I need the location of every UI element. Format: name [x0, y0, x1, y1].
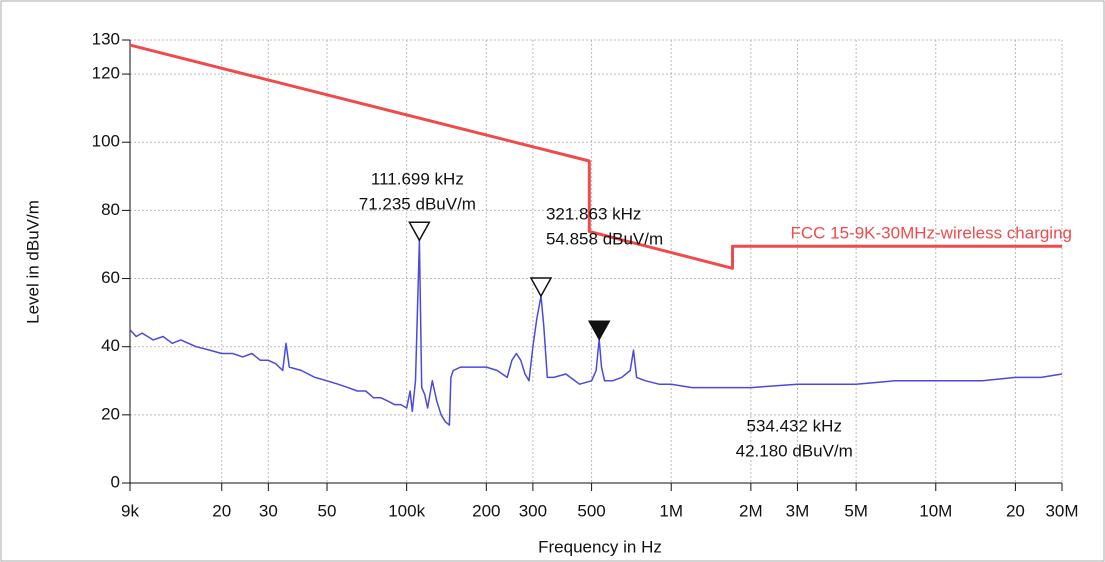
y-tick-label: 100	[92, 132, 120, 151]
marker-label: 54.858 dBuV/m	[546, 230, 663, 249]
series-line	[129, 239, 1063, 426]
x-tick-label: 1M	[659, 501, 683, 520]
x-tick-label: 30	[259, 501, 278, 520]
y-axis-label: Level in dBuV/m	[23, 200, 42, 324]
marker-label: 534.432 kHz	[747, 417, 842, 436]
x-tick-label: 5M	[844, 501, 868, 520]
x-axis-label: Frequency in Hz	[538, 537, 662, 556]
x-tick-label: 2M	[739, 501, 763, 520]
x-tick-label: 50	[318, 501, 337, 520]
x-tick-label: 3M	[786, 501, 810, 520]
x-tick-label: 20	[1006, 501, 1025, 520]
marker-label: 42.180 dBuV/m	[736, 442, 853, 461]
x-tick-label: 30M	[1045, 501, 1078, 520]
y-tick-label: 60	[101, 268, 120, 287]
marker	[408, 221, 431, 242]
x-tick-label: 300	[519, 501, 547, 520]
legend-label: FCC 15-9K-30MHz-wireless charging	[790, 224, 1072, 243]
x-tick-label: 10M	[919, 501, 952, 520]
marker-label: 321.863 kHz	[546, 205, 641, 224]
y-tick-label: 130	[92, 29, 120, 48]
y-tick-label: 120	[92, 64, 120, 83]
y-tick-label: 40	[101, 336, 120, 355]
x-tick-label: 20	[212, 501, 231, 520]
y-tick-label: 0	[111, 472, 120, 491]
y-tick-label: 80	[101, 200, 120, 219]
marker-label: 111.699 kHz	[371, 170, 464, 189]
marker	[587, 320, 611, 341]
x-tick-label: 9k	[121, 501, 139, 520]
x-tick-label: 100k	[388, 501, 425, 520]
y-tick-label: 20	[101, 404, 120, 423]
x-tick-label: 500	[577, 501, 605, 520]
series-line	[129, 43, 1062, 270]
marker-label: 71.235 dBuV/m	[359, 195, 476, 214]
marker	[529, 277, 553, 298]
x-tick-label: 200	[472, 501, 500, 520]
